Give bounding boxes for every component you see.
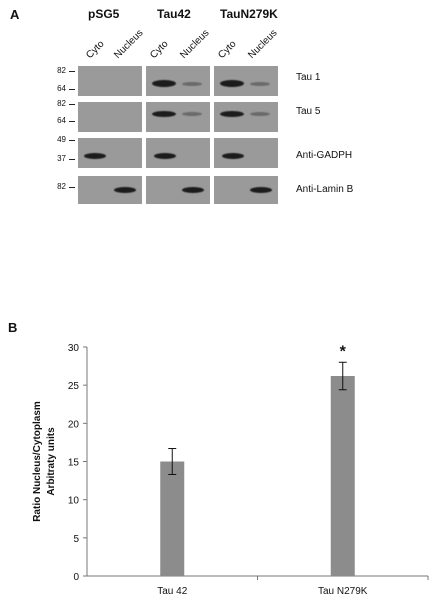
band	[220, 80, 244, 87]
antibody-label-gadph: Anti-GADPH	[296, 150, 353, 161]
blot-tau1-psg5	[78, 66, 142, 96]
y-axis-label: Ratio Nucleus/Cytoplasm	[32, 401, 43, 522]
blot-tau5-psg5	[78, 102, 142, 132]
band	[114, 187, 136, 193]
mw-marker: 82	[57, 66, 66, 75]
x-tick-label: Tau N279K	[318, 586, 368, 597]
band	[182, 82, 202, 86]
antibody-label-tau5: Tau 5	[296, 106, 321, 117]
blot-tau5-tau42	[146, 102, 210, 132]
mw-marker: 82	[57, 182, 66, 191]
panel-a-letter: A	[10, 7, 20, 22]
bar	[330, 376, 355, 576]
significance-marker: *	[340, 343, 347, 360]
band	[222, 153, 244, 159]
bar	[160, 461, 185, 576]
blot-laminb-taun279k	[214, 176, 278, 204]
blot-laminb-tau42	[146, 176, 210, 204]
y-tick-label: 15	[68, 458, 80, 469]
antibody-label-tau1: Tau 1	[296, 72, 321, 83]
mw-marker: 37	[57, 154, 66, 163]
y-tick-label: 25	[68, 381, 80, 392]
band	[154, 153, 176, 159]
group-label-psg5: pSG5	[88, 7, 120, 21]
blot-tau1-tau42	[146, 66, 210, 96]
blot-gadph-tau42	[146, 138, 210, 168]
blot-gadph-psg5	[78, 138, 142, 168]
mw-marker: 64	[57, 116, 66, 125]
y-axis-label-units: Arbitraty units	[46, 427, 57, 496]
band	[152, 111, 176, 117]
band	[250, 187, 272, 193]
y-tick-label: 5	[73, 534, 79, 545]
blot-laminb-psg5	[78, 176, 142, 204]
blot-tau5-taun279k	[214, 102, 278, 132]
blot-tau1-taun279k	[214, 66, 278, 96]
panel-b-letter: B	[8, 320, 18, 335]
y-tick-label: 10	[68, 496, 80, 507]
band	[250, 82, 270, 86]
group-label-taun279k: TauN279K	[220, 7, 278, 21]
y-tick-label: 20	[68, 419, 80, 430]
x-tick-label: Tau 42	[157, 586, 187, 597]
blot-gadph-taun279k	[214, 138, 278, 168]
mw-marker: 82	[57, 99, 66, 108]
band	[152, 80, 176, 87]
antibody-label-laminb: Anti-Lamin B	[296, 184, 354, 195]
band	[220, 111, 244, 117]
band	[182, 112, 202, 116]
band	[182, 187, 204, 193]
mw-marker: 49	[57, 135, 66, 144]
band	[250, 112, 270, 116]
y-tick-label: 0	[73, 572, 79, 583]
mw-marker: 64	[57, 84, 66, 93]
band	[84, 153, 106, 159]
y-tick-label: 30	[68, 343, 80, 354]
group-label-tau42: Tau42	[157, 7, 191, 21]
